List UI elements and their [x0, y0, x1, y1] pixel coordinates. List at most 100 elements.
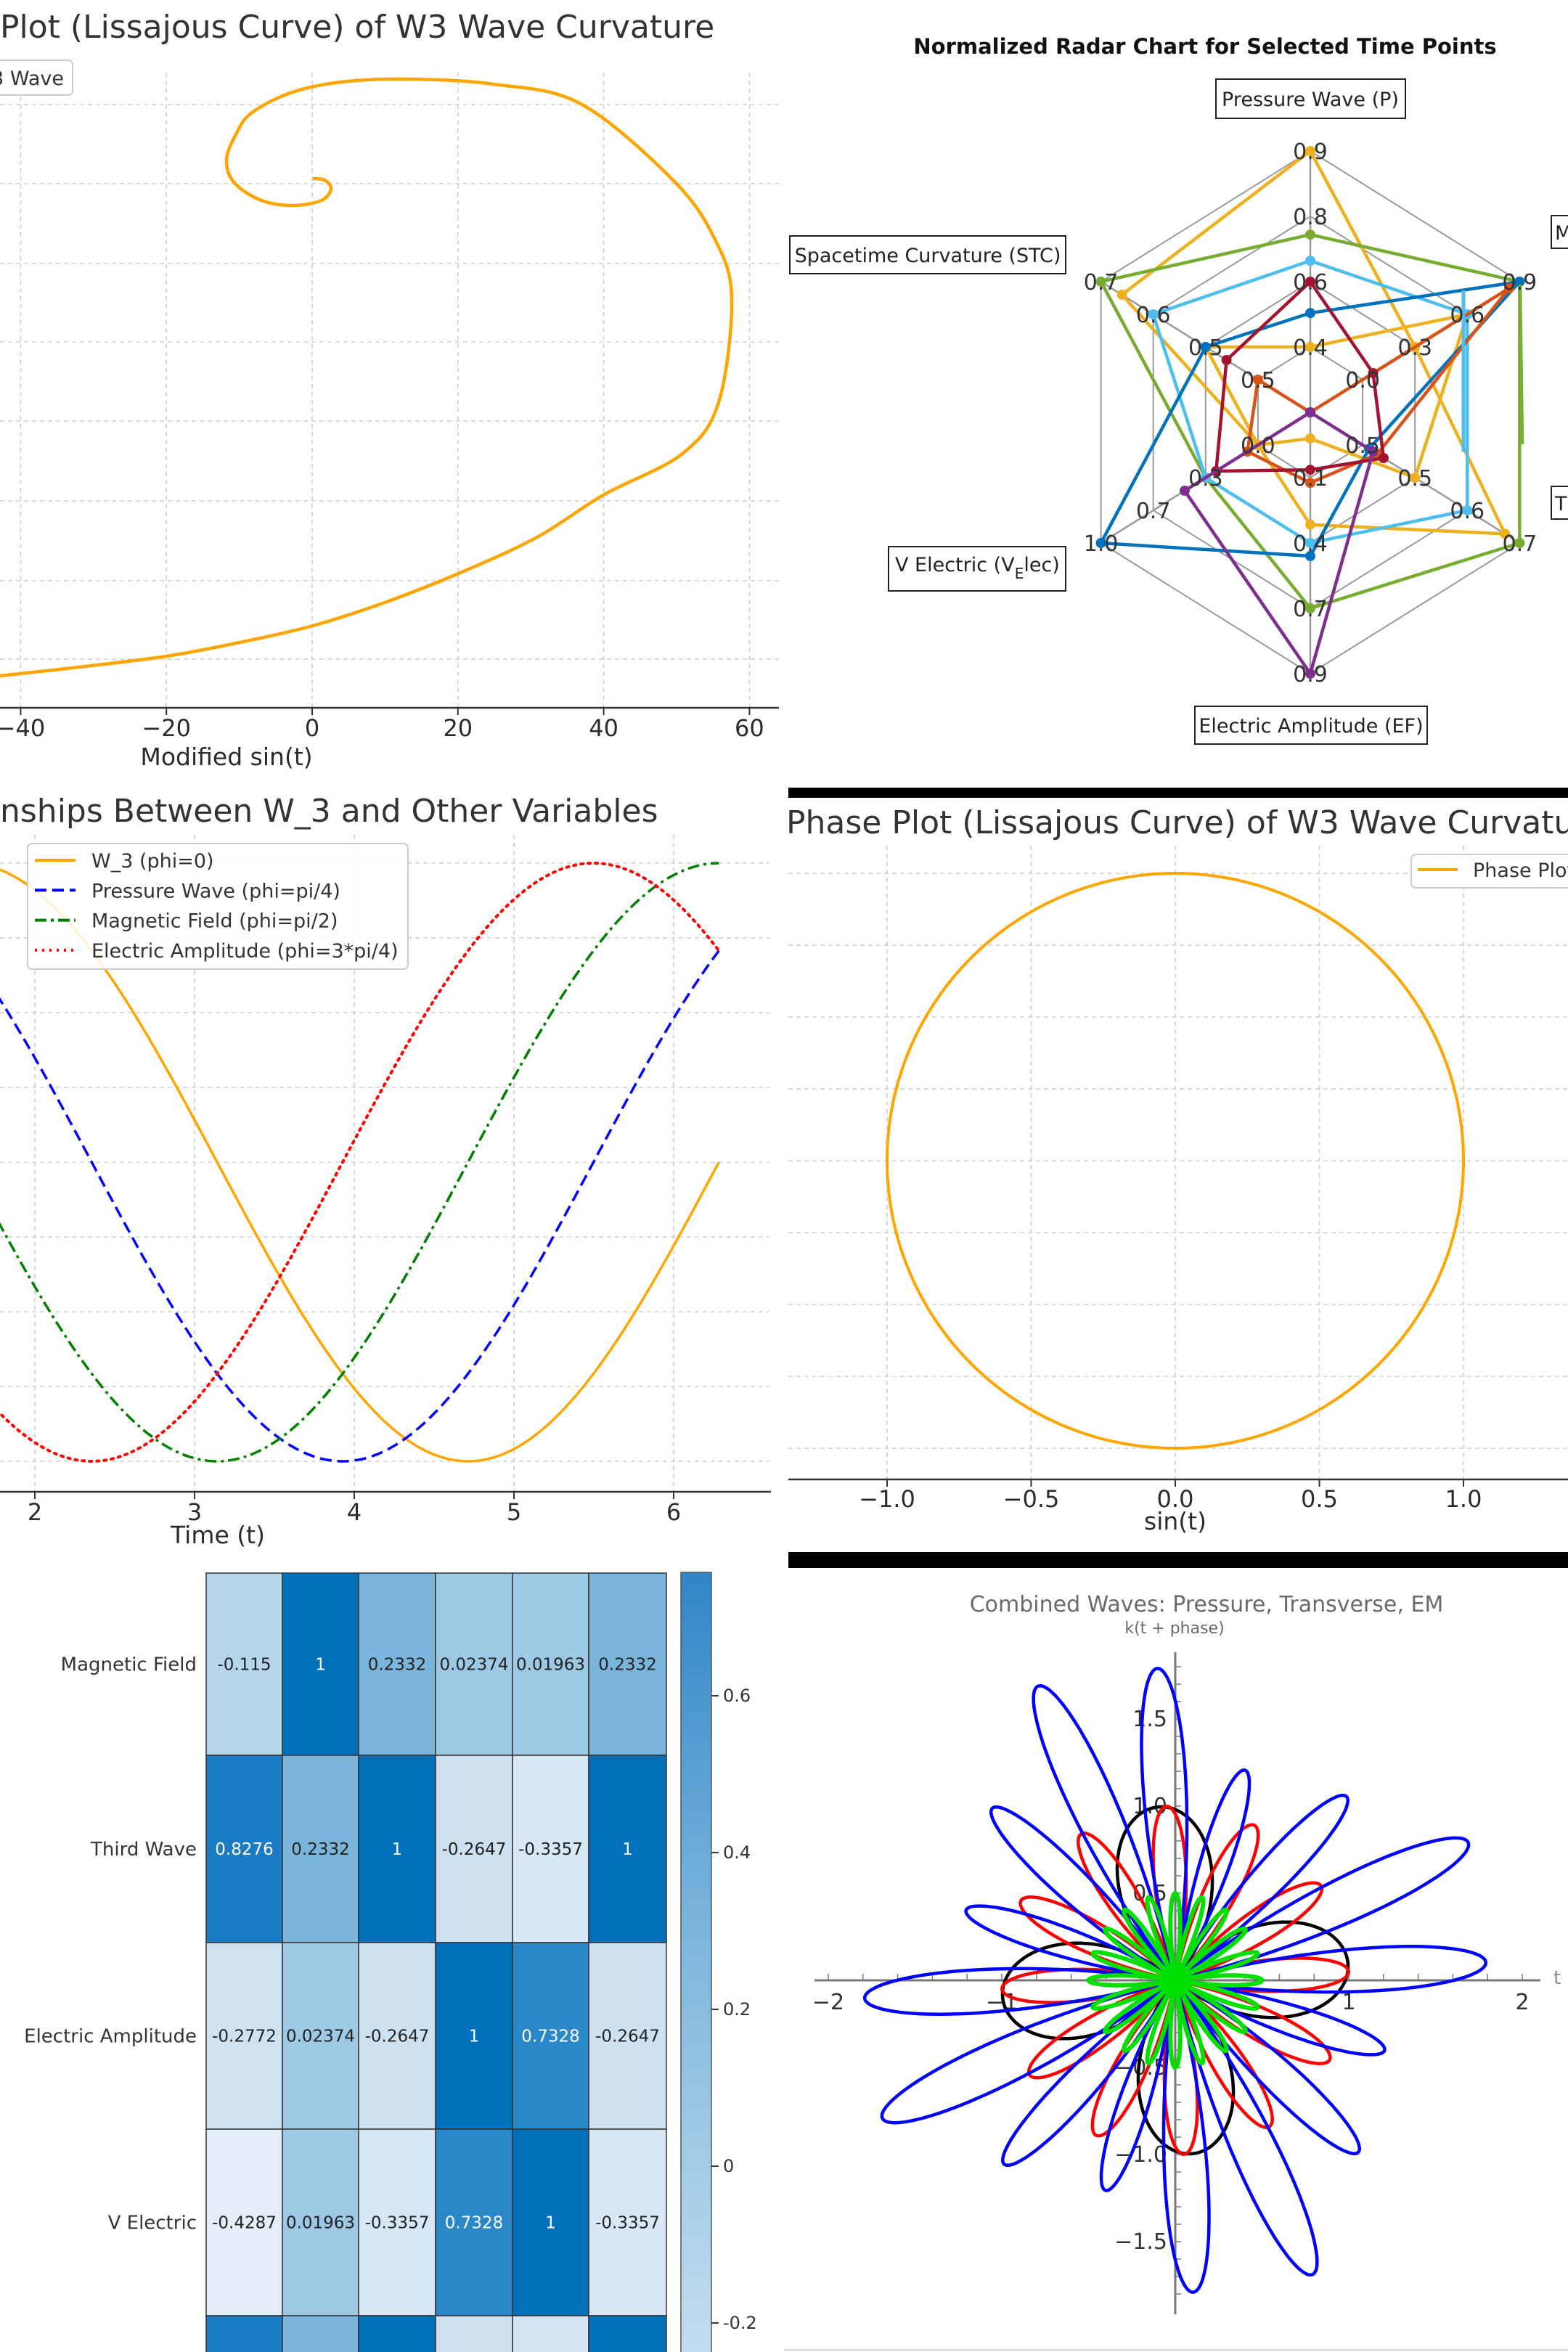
heatmap-cell [282, 2315, 359, 2352]
series-line [0, 950, 720, 1463]
axis-label-pressure: Pressure Wave (P) [1222, 89, 1399, 111]
heatmap-cell: 0.2332 [282, 1755, 359, 1943]
heatmap-cell [588, 2315, 667, 2352]
radar-point [1514, 277, 1525, 287]
radar-point [1252, 375, 1263, 385]
heatmap-cell: 1 [435, 1942, 513, 2130]
radar-tick-label: 0.6 [1293, 270, 1328, 295]
heatmap-cell-value: -0.2772 [212, 2028, 277, 2046]
axis-label-spacetime-curvature: Spacetime Curvature (STC) [795, 245, 1061, 267]
x-tick-label: 40 [589, 714, 618, 742]
heatmap-cell-fill [512, 1755, 589, 1943]
heatmap-cell: 1 [282, 1572, 359, 1756]
heatmap-row-label: Magnetic Field [61, 1654, 197, 1676]
heatmap-cell-fill [358, 1572, 436, 1756]
axis-label-box [789, 235, 1066, 274]
heatmap-cell-fill [205, 1572, 283, 1756]
radar-tick-label: 0.3 [1188, 466, 1223, 491]
x-tick-label: 1.0 [1445, 1485, 1482, 1513]
x-tick-label: 20 [443, 714, 473, 742]
heatmap-cell-fill [358, 2128, 436, 2316]
heatmap-cell-fill [435, 1942, 513, 2130]
radar-point [1305, 538, 1315, 548]
legend: W_3 (phi=0) Pressure Wave (phi=pi/4) Magne… [27, 843, 409, 970]
legend: Phase Plot [1410, 854, 1568, 889]
radar-tick-label: 0.9 [1293, 139, 1328, 165]
heatmap-cell-fill [588, 1942, 667, 2130]
x-tick-label: 6 [666, 1498, 681, 1526]
axis-label-box [888, 546, 1066, 592]
radar-tick-label: 0.5 [1188, 335, 1223, 361]
radar-point [1095, 277, 1106, 287]
radar-point [1368, 368, 1379, 378]
colorbar-tick-label: 0 [723, 2156, 734, 2176]
legend-entry: Magnetic Field (phi=pi/2) [91, 910, 338, 933]
radar-point [1200, 342, 1211, 352]
x-ticks: −1.0 −0.5 0.0 0.5 1.0 [859, 1479, 1482, 1513]
heatmap-cell-value: 1 [392, 1840, 403, 1859]
heatmap-cell: -0.2647 [358, 1942, 436, 2130]
chart-title: Phase Plot (Lissajous Curve) of W3 Wave … [786, 804, 1568, 841]
y-tick-label: −1.0 [1114, 2142, 1167, 2168]
radar-tick-label: 0.4 [1293, 531, 1328, 557]
radar-point [1503, 283, 1514, 293]
radar-tick-label: 0.6 [1450, 303, 1485, 328]
radar-point [1305, 465, 1315, 475]
x-tick-label: −1.0 [859, 1485, 915, 1513]
legend-entry: Electric Amplitude (phi=3*pi/4) [91, 940, 399, 963]
x-tick-label: 0 [305, 714, 319, 742]
radar-point [1305, 519, 1315, 530]
radar-tick-label: 0.7 [1293, 597, 1328, 622]
heatmap-cell [358, 2315, 436, 2352]
radar-tick-label: 0.5 [1345, 433, 1380, 459]
heatmap-cell-fill [512, 1942, 589, 2130]
radar-point [1305, 277, 1315, 287]
legend-box [0, 60, 73, 96]
circle-phase-plot: Phase Plot (Lissajous Curve) of W3 Wave … [786, 788, 1568, 1568]
x-axis-label: Time (t) [170, 1521, 265, 1549]
heatmap-cell-value: -0.2647 [595, 2028, 660, 2046]
colorbar-tick-label: -0.2 [723, 2313, 757, 2333]
label-suffix: lec) [1024, 554, 1060, 576]
heatmap-row-label: V Electric [108, 2213, 197, 2234]
radar-series [1179, 407, 1379, 679]
radar-tick-label: 0.4 [1293, 335, 1328, 361]
radar-series [1095, 277, 1525, 561]
heatmap-cell-value: 0.01963 [516, 1656, 585, 1675]
radar-point [1500, 528, 1511, 539]
legend-box [1410, 854, 1568, 889]
radar-axis-labels: Pressure Wave (P) M T Electric Amplitude… [789, 78, 1568, 745]
heatmap-cell-value: 0.02374 [439, 1656, 508, 1675]
radar-point [1305, 433, 1315, 444]
chart-title: Normalized Radar Chart for Selected Time… [913, 34, 1496, 59]
heatmap-cell: -0.2647 [588, 1942, 667, 2130]
series [862, 1667, 1488, 2294]
radar-tick-label: 0.9 [1293, 662, 1328, 687]
axis-label-box [1551, 486, 1568, 520]
x-tick-label: −40 [0, 714, 45, 742]
legend-entry: Phase Plot [1473, 859, 1568, 882]
heatmap-cell-value: -0.115 [217, 1656, 271, 1675]
heatmap-cell: 0.8276 [205, 1755, 283, 1943]
radar-tick-label: 0.6 [1450, 499, 1485, 524]
heatmap-cell [205, 2315, 283, 2352]
heatmap-cell-value: 1 [545, 2214, 556, 2233]
radar-point [1410, 473, 1421, 483]
heatmap-cell: -0.3357 [512, 1755, 589, 1943]
axis-label-m: M [1555, 222, 1568, 245]
radar-point [1305, 603, 1315, 613]
x-tick-label: 3 [187, 1498, 202, 1526]
grid [0, 73, 779, 708]
grid [0, 835, 769, 1492]
label-main: V Electric (V [895, 554, 1015, 576]
heatmap-cell [435, 2315, 513, 2352]
radar-point [1305, 256, 1315, 266]
heatmap-cell [512, 2315, 589, 2352]
x-tick-label: 4 [347, 1498, 362, 1526]
x-tick-label: 60 [735, 714, 764, 742]
series-line [0, 862, 719, 1463]
heatmap-cell-value: 0.7328 [445, 2214, 503, 2233]
heatmap-cell-value: 1 [469, 2028, 480, 2046]
x-tick-label: 0.0 [1157, 1485, 1194, 1513]
